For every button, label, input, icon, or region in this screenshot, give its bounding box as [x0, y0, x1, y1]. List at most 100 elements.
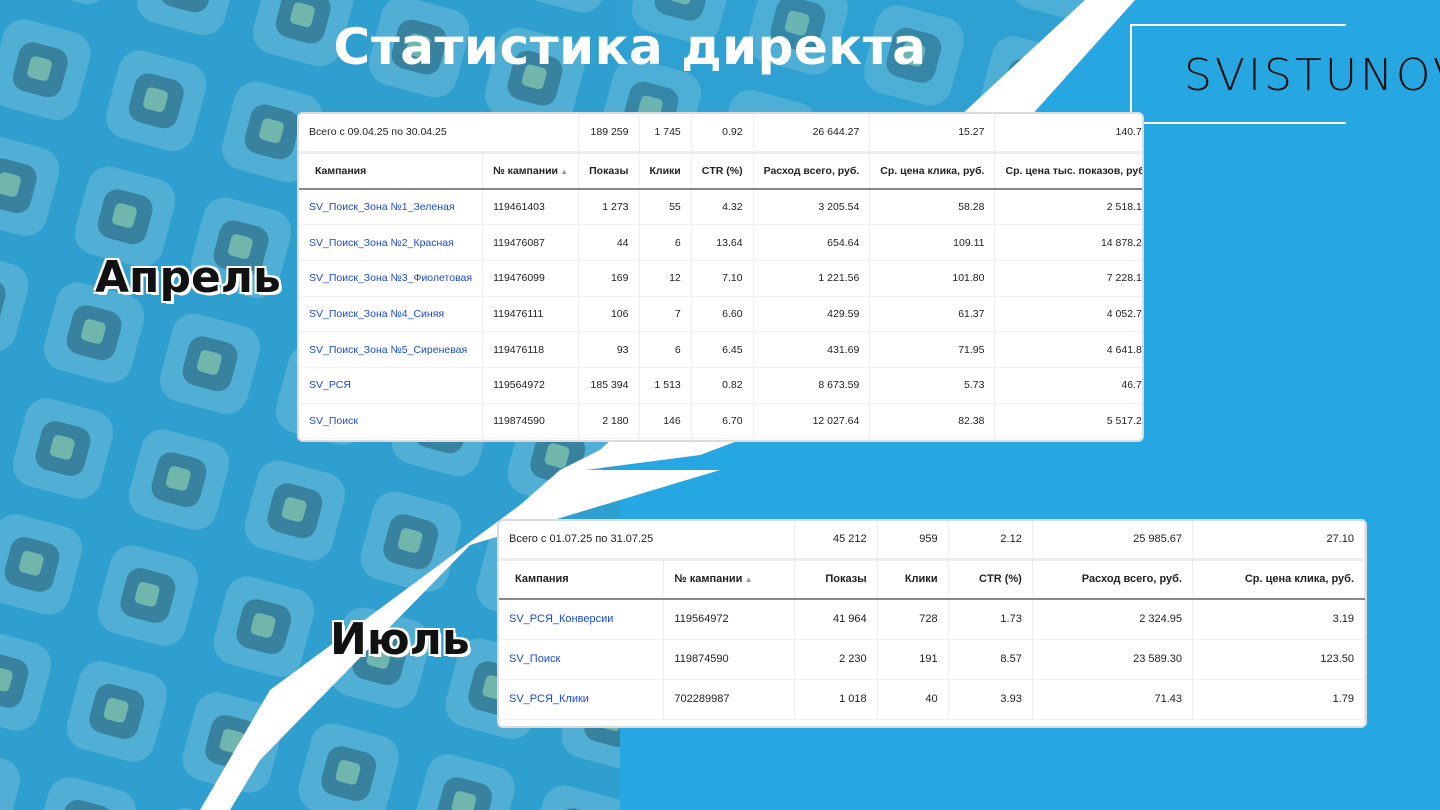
- data-cell: 71.95: [869, 331, 996, 368]
- campaign-link[interactable]: SV_РСЯ_Конверсии: [509, 613, 614, 626]
- data-cell: 3.19: [1192, 599, 1365, 639]
- logo-text: SVISTUNOV: [1184, 50, 1440, 101]
- data-cell: 7.10: [691, 260, 754, 297]
- april-label: Апрель: [95, 252, 281, 303]
- campaign-cell: SV_Поиск_Зона №2_Красная: [299, 224, 484, 261]
- campaign-link[interactable]: SV_Поиск_Зона №4_Синяя: [309, 307, 445, 320]
- data-cell: 6.60: [691, 296, 754, 332]
- campaign-link[interactable]: SV_Поиск_Зона №3_Фиолетовая: [309, 272, 473, 285]
- campaign-link[interactable]: SV_Поиск_Зона №2_Красная: [309, 236, 454, 249]
- column-header-label: Показы: [589, 164, 629, 177]
- column-header[interactable]: Кампания: [499, 559, 665, 600]
- data-cell: 702289987: [663, 679, 796, 719]
- data-cell: 119476111: [482, 296, 580, 332]
- total-value: 189 259: [578, 114, 640, 154]
- data-cell: 169: [578, 260, 640, 297]
- column-header[interactable]: Клики: [877, 559, 949, 600]
- campaign-link[interactable]: SV_РСЯ_Клики: [509, 693, 589, 705]
- column-header-label: CTR (%): [701, 164, 743, 177]
- column-header[interactable]: Кампания: [299, 152, 484, 190]
- column-header[interactable]: CTR (%): [948, 559, 1033, 600]
- campaign-cell: SV_Поиск: [499, 639, 665, 679]
- april-stats-table: Всего с 09.04.25 по 30.04.25 189 259 1 745…: [297, 112, 1144, 442]
- campaign-link[interactable]: SV_Поиск: [509, 653, 561, 665]
- data-cell: 82.38: [869, 403, 996, 439]
- data-cell: 119461403: [482, 189, 580, 225]
- july-label: Июль: [330, 614, 470, 665]
- column-header[interactable]: Ср. цена клика, руб.: [869, 152, 996, 190]
- data-cell: 2 518.10: [994, 189, 1142, 225]
- column-header[interactable]: Показы: [794, 559, 878, 600]
- campaign-link[interactable]: SV_РСЯ: [309, 379, 351, 392]
- column-header[interactable]: Расход всего, руб.: [753, 152, 871, 190]
- column-header[interactable]: № кампании ▲: [482, 152, 580, 190]
- table-row: SV_Поиск_Зона №2_Красная 119476087 44 6 13.6…: [299, 224, 1142, 261]
- data-cell: 119476099: [482, 260, 580, 297]
- data-cell: 0.82: [691, 367, 754, 404]
- campaign-link[interactable]: SV_Поиск_Зона №5_Сиреневая: [309, 343, 468, 356]
- total-value: 25 985.67: [1032, 521, 1194, 561]
- data-cell: 654.64: [753, 224, 871, 261]
- campaign-cell: SV_Поиск_Зона №1_Зеленая: [299, 189, 484, 225]
- sort-ascending-icon[interactable]: ▲: [742, 575, 753, 585]
- column-header-label: № кампании: [493, 164, 558, 177]
- column-header[interactable]: № кампании ▲: [663, 559, 796, 600]
- logo: SVISTUNOV: [1130, 24, 1440, 124]
- table-row: SV_Поиск_Зона №3_Фиолетовая 119476099 169 1…: [299, 260, 1142, 297]
- campaign-cell: SV_РСЯ: [299, 367, 484, 404]
- data-cell: 1 273: [578, 189, 640, 225]
- data-cell: 2 180: [578, 403, 640, 439]
- totals-row: Всего с 09.04.25 по 30.04.25 189 259 1 745…: [299, 114, 1142, 154]
- column-header[interactable]: CTR (%): [691, 152, 754, 190]
- column-header[interactable]: Клики: [639, 152, 692, 190]
- total-value: 27.10: [1192, 521, 1365, 561]
- data-cell: 1.79: [1192, 679, 1365, 719]
- data-cell: 8.57: [948, 639, 1033, 679]
- campaign-link[interactable]: SV_Поиск_Зона №1_Зеленая: [309, 201, 455, 214]
- column-header-label: № кампании: [674, 573, 743, 586]
- totals-label: Всего с 01.07.25 по 31.07.25: [499, 521, 796, 561]
- campaign-link[interactable]: SV_Поиск: [309, 414, 358, 427]
- sort-ascending-icon[interactable]: ▲: [557, 166, 569, 176]
- data-cell: 4 641.85: [994, 331, 1142, 368]
- data-cell: 58.28: [869, 189, 996, 225]
- campaign-cell: SV_Поиск_Зона №4_Синяя: [299, 296, 484, 332]
- data-cell: 2 230: [794, 639, 878, 679]
- column-header-label: Расход всего, руб.: [763, 164, 860, 177]
- data-cell: 41 964: [794, 599, 878, 639]
- column-header[interactable]: Показы: [578, 152, 640, 190]
- data-cell: 119874590: [663, 639, 796, 679]
- data-cell: 1 018: [794, 679, 878, 719]
- column-header-label: Клики: [649, 164, 681, 177]
- column-header-label: Ср. цена клика, руб.: [880, 164, 985, 177]
- table-row: SV_Поиск_Зона №1_Зеленая 119461403 1 273 55…: [299, 189, 1142, 225]
- data-cell: 3.93: [948, 679, 1033, 719]
- data-cell: 191: [877, 639, 949, 679]
- column-header-label: Ср. цена клика, руб.: [1244, 573, 1354, 586]
- data-cell: 146: [639, 403, 692, 439]
- data-cell: 1.73: [948, 599, 1033, 639]
- campaign-cell: SV_Поиск_Зона №5_Сиреневая: [299, 331, 484, 368]
- data-cell: 12: [639, 260, 692, 297]
- column-header-label: CTR (%): [979, 573, 1022, 586]
- data-cell: 1 221.56: [753, 260, 871, 297]
- campaign-cell: SV_Поиск_Зона №3_Фиолетовая: [299, 260, 484, 297]
- column-header[interactable]: Ср. цена клика, руб.: [1192, 559, 1365, 600]
- campaign-cell: SV_Поиск: [299, 403, 484, 439]
- data-cell: 123.50: [1192, 639, 1365, 679]
- total-value: 959: [877, 521, 949, 561]
- column-header[interactable]: Расход всего, руб.: [1032, 559, 1194, 600]
- data-cell: 109.11: [869, 224, 996, 261]
- data-cell: 2 324.95: [1032, 599, 1194, 639]
- campaign-cell: SV_РСЯ_Клики: [499, 679, 665, 719]
- data-cell: 6: [639, 331, 692, 368]
- column-header[interactable]: Ср. цена тыс. показов, руб.: [994, 152, 1142, 190]
- table-row: SV_РСЯ_Клики 702289987 1 018 40 3.93 71.43 1.7…: [499, 679, 1365, 719]
- data-cell: 8 673.59: [753, 367, 871, 404]
- total-value: 0.92: [691, 114, 754, 154]
- totals-label: Всего с 09.04.25 по 30.04.25: [299, 114, 580, 154]
- data-cell: 46.78: [994, 367, 1142, 404]
- july-stats-table: Всего с 01.07.25 по 31.07.25 45 212 959 2.1…: [497, 519, 1367, 728]
- data-cell: 431.69: [753, 331, 871, 368]
- data-cell: 12 027.64: [753, 403, 871, 439]
